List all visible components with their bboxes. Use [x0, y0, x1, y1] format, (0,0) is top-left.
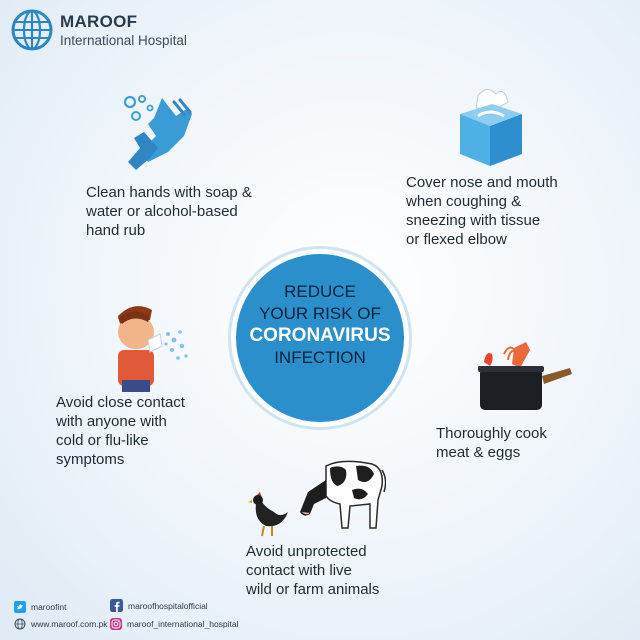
web-icon [14, 618, 26, 630]
center-line: REDUCE [284, 282, 356, 301]
center-circle: REDUCE YOUR RISK OF CORONAVIRUS INFECTIO… [236, 254, 404, 422]
tip-contact-line: cold or flu-like [56, 432, 149, 449]
tip-cover-line: Cover nose and mouth [406, 174, 558, 191]
facebook-icon [110, 599, 123, 612]
tip-cover-line: when coughing & [406, 193, 522, 210]
footer-website[interactable]: www.maroof.com.pk [14, 618, 108, 630]
facebook-handle: maroofhospitalofficial [128, 600, 208, 611]
instagram-handle: maroof_international_hospital [127, 619, 239, 629]
cooking-pot-icon [478, 342, 572, 410]
tip-hands: Clean hands with soap & water or alcohol… [86, 183, 252, 240]
tip-cook: Thoroughly cook meat & eggs [436, 424, 547, 462]
brand-subtitle: International Hospital [60, 33, 187, 48]
tip-contact-line: with anyone with [56, 413, 167, 430]
tip-contact: Avoid close contact with anyone with col… [56, 393, 185, 469]
tip-animals-line: wild or farm animals [246, 581, 380, 598]
footer-twitter[interactable]: maroofint [14, 601, 66, 613]
tip-contact-line: symptoms [56, 451, 125, 468]
center-line: INFECTION [274, 348, 366, 367]
tip-cover: Cover nose and mouth when coughing & sne… [406, 173, 558, 249]
instagram-icon [110, 618, 122, 630]
tip-contact-line: Avoid close contact [56, 394, 185, 411]
tip-hands-line: water or alcohol-based [86, 203, 238, 220]
sneezing-boy-icon [118, 306, 188, 392]
center-highlight: CORONAVIRUS [249, 325, 391, 346]
twitter-icon [14, 601, 26, 613]
cow-icon [300, 460, 386, 529]
hen-icon [248, 492, 288, 537]
footer-facebook[interactable]: maroofhospitalofficial [110, 599, 208, 612]
tip-animals-line: contact with live [246, 562, 352, 579]
twitter-handle: maroofint [31, 602, 67, 612]
globe-logo-icon [11, 9, 53, 51]
tip-cover-line: or flexed elbow [406, 231, 507, 248]
tip-hands-line: hand rub [86, 222, 146, 239]
tip-animals: Avoid unprotected contact with live wild… [246, 542, 379, 599]
tip-cover-line: sneezing with tissue [406, 212, 541, 229]
website-url: www.maroof.com.pk [31, 619, 108, 629]
tip-cook-line: meat & eggs [436, 444, 521, 461]
brand-name: MAROOF [60, 12, 138, 31]
tip-animals-line: Avoid unprotected [246, 543, 367, 560]
footer-instagram[interactable]: maroof_international_hospital [110, 618, 239, 630]
tissue-box-icon [460, 88, 522, 166]
brand: MAROOF International Hospital [60, 12, 187, 48]
tip-cook-line: Thoroughly cook [436, 425, 547, 442]
hand-wash-icon [123, 95, 192, 170]
tip-hands-line: Clean hands with soap & [86, 184, 252, 201]
center-line: YOUR RISK OF [259, 304, 381, 323]
